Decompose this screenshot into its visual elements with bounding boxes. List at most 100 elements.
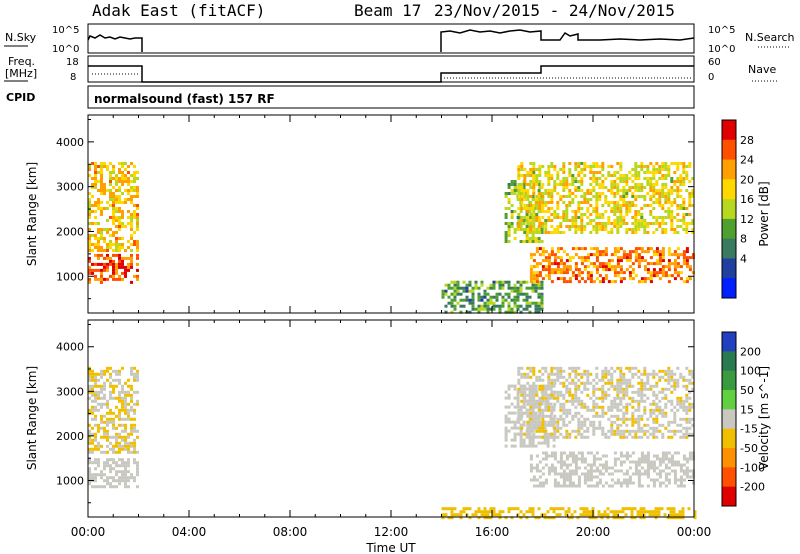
power-cell-region-4 [529, 277, 533, 281]
velocity-cell-region-5 [673, 378, 677, 382]
velocity-cell-region-5 [655, 393, 659, 397]
power-cell-region-5 [613, 204, 617, 207]
power-cell-region-5 [595, 210, 599, 213]
velocity-cell-region-5 [604, 432, 608, 436]
velocity-cell-region-5 [556, 375, 560, 379]
power-cell-region-5 [640, 165, 644, 168]
power-cell-region-5 [610, 186, 614, 189]
power-cell-region-2 [519, 292, 523, 296]
velocity-cell-region-4 [583, 457, 587, 461]
velocity-cell-region-4 [562, 484, 566, 488]
velocity-cell-region-5 [529, 411, 533, 415]
power-cell-region-5 [589, 192, 593, 195]
velocity-cell-region-0 [109, 482, 112, 486]
power-cell-region-1 [130, 249, 133, 252]
power-cell-region-5 [649, 189, 653, 192]
power-cell-region-5 [670, 177, 674, 180]
velocity-cell-region-2 [546, 516, 550, 520]
power-cell-region-5 [616, 216, 620, 219]
power-cell-region-2 [477, 295, 481, 299]
power-cell-region-4 [535, 247, 539, 251]
power-cell-region-4 [658, 250, 662, 254]
power-cell-region-4 [658, 271, 662, 275]
power-cell-region-5 [658, 192, 662, 195]
velocity-cell-region-5 [616, 426, 620, 430]
power-cell-region-4 [673, 268, 677, 272]
velocity-cell-region-5 [532, 402, 536, 406]
power-cell-region-1 [124, 201, 127, 204]
power-cell-region-5 [604, 195, 608, 198]
power-cell-region-5 [643, 171, 647, 174]
velocity-cell-region-2 [534, 516, 538, 520]
velocity-cell-region-2 [567, 507, 571, 511]
velocity-cell-region-5 [589, 396, 593, 400]
velocity-cell-region-4 [577, 478, 581, 482]
velocity-cell-region-1 [106, 450, 109, 454]
power-cell-region-5 [583, 201, 587, 204]
velocity-cell-region-5 [610, 378, 614, 382]
velocity-cell-region-5 [646, 396, 650, 400]
power-cell-region-5 [535, 201, 539, 204]
power-cell-region-5 [634, 222, 638, 225]
power-cell-region-1 [103, 207, 106, 210]
power-cell-region-4 [643, 265, 647, 269]
velocity-cell-region-5 [562, 369, 566, 373]
power-cell-region-2 [444, 283, 448, 287]
power-cell-region-0 [109, 259, 112, 263]
power-cell-region-2 [519, 283, 523, 287]
power-cell-region-5 [532, 177, 536, 180]
power-cell-region-4 [544, 274, 548, 278]
velocity-cell-region-4 [649, 460, 653, 464]
velocity-cell-region-1 [94, 414, 97, 418]
velocity-cell-region-3 [528, 444, 532, 448]
velocity-cell-region-5 [523, 396, 527, 400]
power-cell-region-2 [453, 298, 457, 302]
velocity-cell-region-3 [519, 387, 523, 391]
velocity-cell-region-1 [94, 378, 97, 382]
velocity-cell-region-5 [652, 390, 656, 394]
power-cell-region-4 [631, 250, 635, 254]
power-cell-region-0 [112, 262, 115, 266]
power-cell-region-2 [495, 304, 499, 308]
velocity-cell-region-4 [658, 460, 662, 464]
velocity-cell-region-4 [577, 451, 581, 455]
velocity-cell-region-4 [661, 481, 665, 485]
velocity-cell-region-1 [103, 396, 106, 400]
power-cell-region-2 [450, 298, 454, 302]
velocity-cell-region-4 [562, 472, 566, 476]
velocity-cell-region-5 [577, 378, 581, 382]
power-cell-region-2 [525, 295, 529, 299]
velocity-cell-region-5 [532, 381, 536, 385]
velocity-cell-region-2 [510, 516, 514, 520]
power-cell-region-5 [601, 165, 605, 168]
velocity-cell-region-3 [537, 441, 541, 445]
power-cell-region-1 [115, 177, 118, 180]
power-cell-region-1 [121, 243, 124, 246]
power-cell-region-5 [544, 204, 548, 207]
velocity-cell-region-5 [544, 435, 548, 439]
power-cell-region-4 [685, 256, 689, 260]
colorbar-swatch [722, 467, 736, 488]
power-cell-region-1 [100, 237, 103, 240]
power-cell-region-5 [631, 168, 635, 171]
velocity-cell-region-2 [588, 516, 592, 520]
velocity-cell-region-5 [562, 417, 566, 421]
velocity-cell-region-0 [91, 476, 94, 480]
power-cell-region-5 [571, 201, 575, 204]
power-cell-region-2 [486, 286, 490, 290]
velocity-cell-region-2 [600, 513, 604, 517]
power-cell-region-2 [444, 310, 448, 314]
power-cell-region-0 [112, 259, 115, 263]
power-cell-region-5 [679, 174, 683, 177]
power-cell-region-5 [634, 198, 638, 201]
power-cell-region-5 [541, 204, 545, 207]
velocity-cell-region-5 [676, 408, 680, 412]
power-cell-region-5 [601, 192, 605, 195]
power-cell-region-5 [670, 216, 674, 219]
velocity-cell-region-1 [100, 402, 103, 406]
velocity-cell-region-4 [613, 451, 617, 455]
velocity-cell-region-4 [643, 460, 647, 464]
velocity-cell-region-5 [607, 393, 611, 397]
power-cell-region-2 [459, 292, 463, 296]
velocity-cell-region-1 [130, 423, 133, 427]
